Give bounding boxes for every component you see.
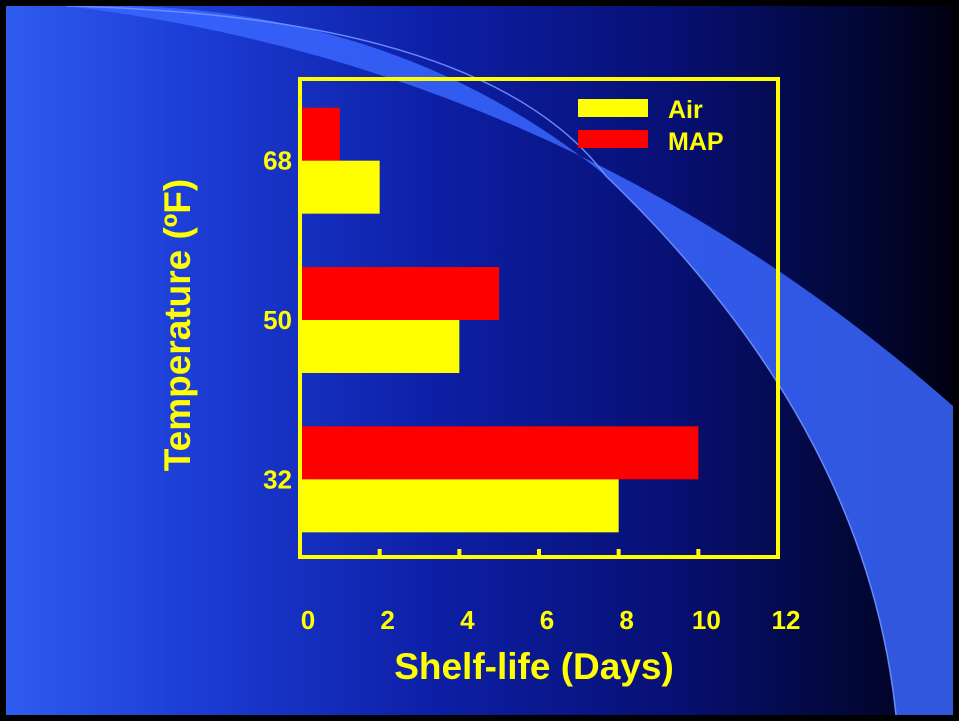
bar-air-50 — [302, 320, 460, 373]
x-ticks: 0 2 4 6 8 10 12 — [301, 549, 801, 635]
bar-air-68 — [302, 160, 380, 214]
legend-label-air: Air — [668, 96, 703, 124]
slide: 0 2 4 6 8 10 12 32 50 68 Air MAP Shelf-life (Day… — [6, 6, 953, 715]
bar-map-50 — [302, 267, 500, 320]
x-tick-label: 4 — [460, 605, 475, 635]
x-tick-label: 8 — [619, 605, 633, 635]
y-category-labels: 32 50 68 — [263, 146, 292, 495]
bars-layer — [302, 107, 699, 533]
x-tick-label: 2 — [380, 605, 394, 635]
x-tick-label: 0 — [301, 605, 315, 635]
bar-map-32 — [302, 426, 699, 480]
y-axis-title: Temperature (ºF) — [157, 179, 198, 471]
x-tick-label: 12 — [772, 605, 801, 635]
legend-swatch-map — [578, 130, 648, 148]
legend-swatch-air — [578, 99, 648, 117]
legend: Air MAP — [578, 96, 724, 156]
bar-air-32 — [302, 479, 619, 533]
y-category-label: 68 — [263, 146, 292, 176]
x-axis-title: Shelf-life (Days) — [394, 646, 674, 687]
bar-map-68 — [302, 107, 340, 161]
y-category-label: 50 — [263, 305, 292, 335]
x-tick-label: 6 — [540, 605, 554, 635]
x-tick-label: 10 — [692, 605, 721, 635]
y-category-label: 32 — [263, 464, 292, 494]
decorative-swoosh — [65, 6, 953, 715]
legend-label-map: MAP — [668, 128, 724, 156]
